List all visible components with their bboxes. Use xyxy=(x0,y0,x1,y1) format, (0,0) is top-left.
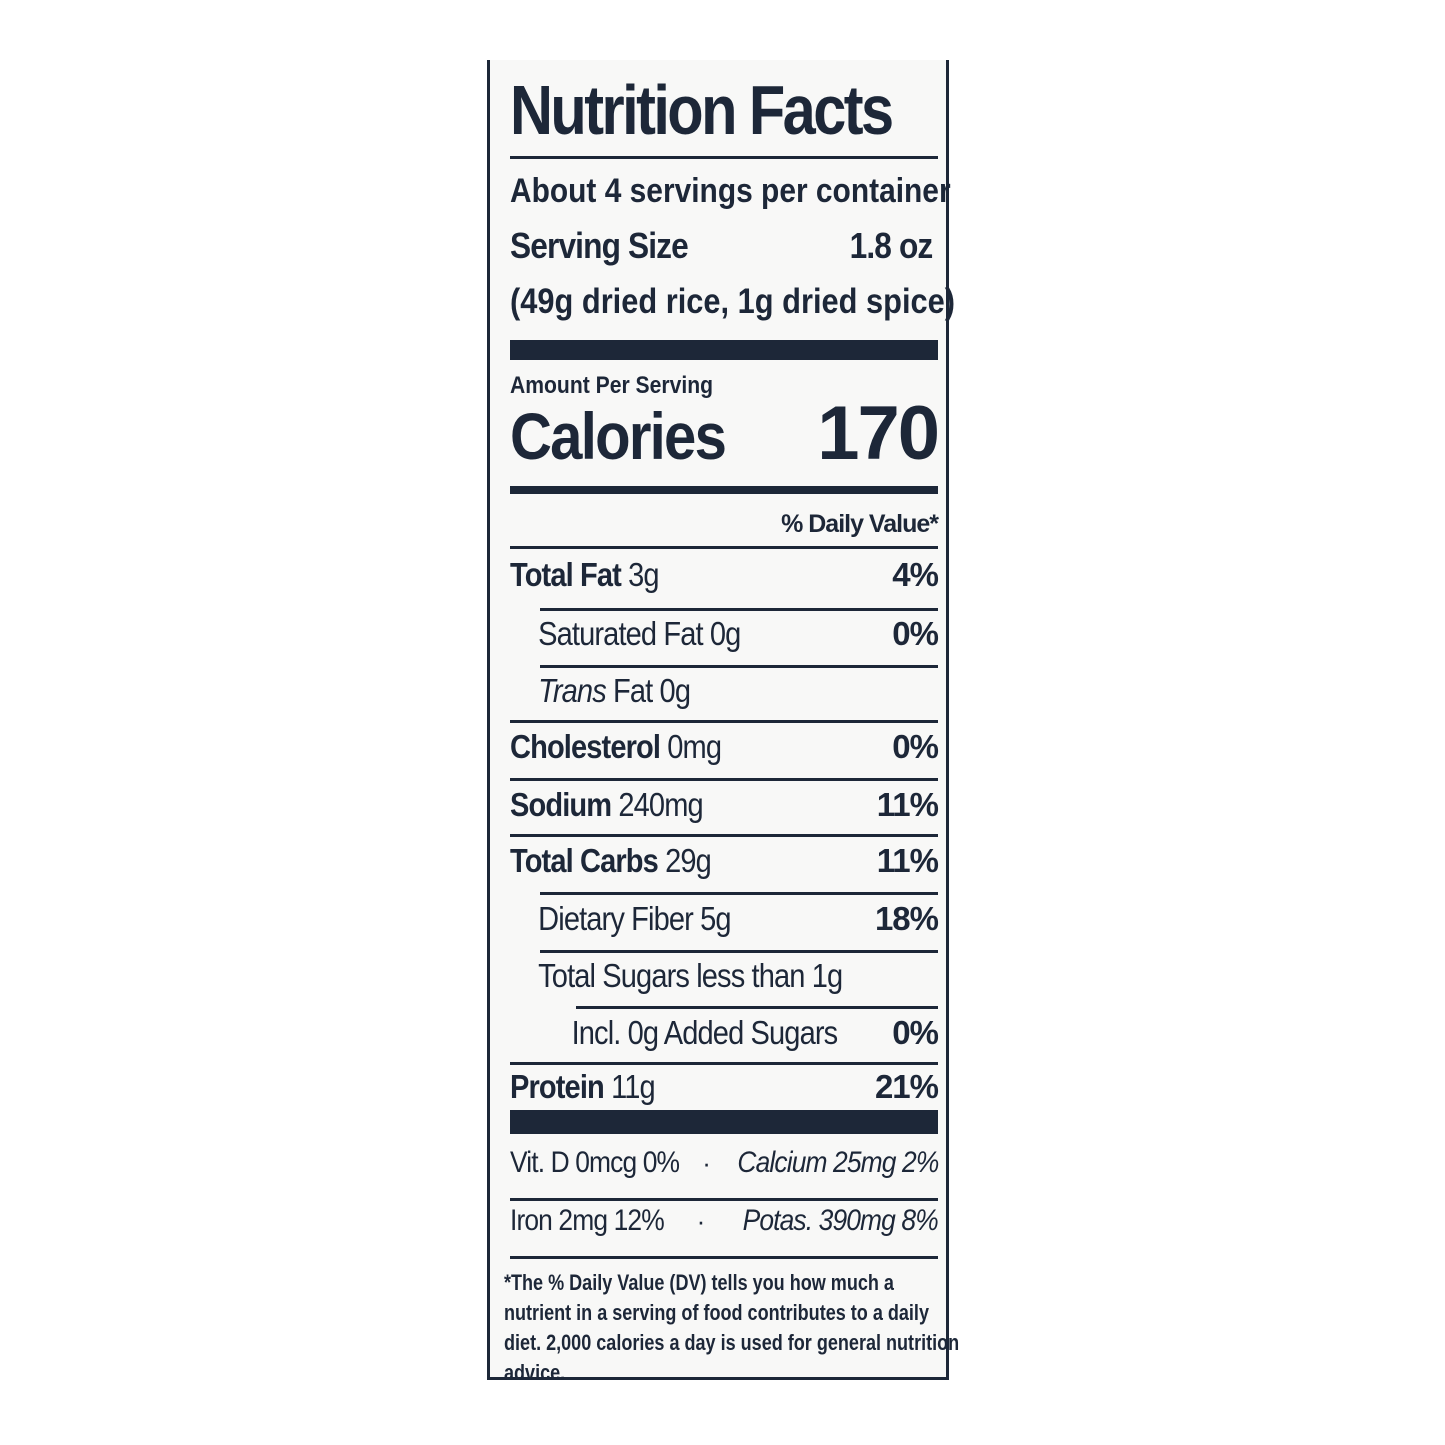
serving-size-row: Serving Size 1.8 oz xyxy=(510,225,938,267)
calories-label: Calories xyxy=(510,399,727,473)
nutrient-dv: 4% xyxy=(892,556,939,593)
calories-row: Calories 170 xyxy=(510,390,940,477)
separator-dot: · xyxy=(696,1206,706,1236)
label-title: Nutrition Facts xyxy=(510,71,894,149)
nutrition-facts-label: Nutrition Facts About 4 servings per con… xyxy=(487,60,959,1385)
nutrient-name: Incl. 0g Added Sugars xyxy=(571,1014,839,1051)
micronutrient-left: Iron 2mg 12% xyxy=(510,1204,665,1237)
divider xyxy=(510,1062,938,1065)
nutrient-name: Total Fat xyxy=(510,556,622,593)
micronutrient-left: Vit. D 0mcg 0% xyxy=(510,1146,680,1179)
nutrient-amount: 0g xyxy=(709,615,741,652)
nutrient-amount: 0g xyxy=(659,672,691,709)
divider xyxy=(576,1006,938,1009)
serving-size-detail: (49g dried rice, 1g dried spice) xyxy=(510,282,956,321)
nutrient-row-added-sugars: Incl. 0g Added Sugars 0% xyxy=(510,1014,939,1052)
separator-dot: · xyxy=(702,1148,711,1178)
nutrient-dv: 0% xyxy=(892,615,939,652)
nutrient-dv: 21% xyxy=(874,1068,939,1105)
nutrient-row-total-sugars: Total Sugars less than 1g xyxy=(510,957,938,995)
nutrient-amount: 1g xyxy=(811,957,843,994)
nutrient-name: Fat xyxy=(613,672,653,709)
nutrient-dv: 0% xyxy=(892,1014,939,1051)
nutrient-row-total-fat: Total Fat 3g 4% xyxy=(510,556,939,594)
nutrient-dv: 11% xyxy=(876,786,939,823)
nutrient-name: Total Carbs xyxy=(510,842,659,879)
calories-value: 170 xyxy=(817,391,940,476)
divider xyxy=(510,546,938,549)
nutrient-amount: 29g xyxy=(665,842,712,879)
footnote: *The % Daily Value (DV) tells you how mu… xyxy=(504,1270,960,1385)
thick-divider xyxy=(510,1110,938,1134)
nutrient-name: Cholesterol xyxy=(510,728,661,765)
nutrient-name: Dietary Fiber xyxy=(538,900,694,937)
divider xyxy=(510,720,938,723)
serving-size-value: 1.8 oz xyxy=(849,225,934,266)
divider xyxy=(540,665,938,668)
nutrient-dv: 18% xyxy=(874,900,939,937)
nutrient-row-trans-fat: Trans Fat 0g xyxy=(510,672,938,710)
divider xyxy=(510,834,938,837)
divider xyxy=(510,1198,938,1201)
nutrient-amount: 3g xyxy=(628,556,659,593)
divider xyxy=(540,608,938,611)
micronutrient-right: Calcium 25mg 2% xyxy=(737,1146,939,1179)
nutrient-name: Protein xyxy=(510,1068,605,1105)
nutrient-name: Saturated Fat xyxy=(538,615,703,652)
divider xyxy=(510,486,938,494)
nutrient-row-saturated-fat: Saturated Fat 0g 0% xyxy=(510,615,939,653)
servings-per-container: About 4 servings per container xyxy=(510,172,951,210)
thick-divider xyxy=(510,340,938,360)
divider xyxy=(540,892,938,895)
divider xyxy=(510,778,938,781)
micronutrient-right: Potas. 390mg 8% xyxy=(742,1204,939,1237)
nutrient-row-dietary-fiber: Dietary Fiber 5g 18% xyxy=(510,900,939,938)
micronutrient-row: Iron 2mg 12% · Potas. 390mg 8% xyxy=(510,1204,939,1238)
nutrient-row-protein: Protein 11g 21% xyxy=(510,1068,939,1106)
daily-value-header: % Daily Value* xyxy=(510,510,939,539)
micronutrient-row: Vit. D 0mcg 0% · Calcium 25mg 2% xyxy=(510,1146,939,1180)
nutrient-row-cholesterol: Cholesterol 0mg 0% xyxy=(510,728,939,766)
nutrient-row-sodium: Sodium 240mg 11% xyxy=(510,786,939,824)
daily-value-header-text: % Daily Value* xyxy=(781,510,939,538)
nutrient-amount: 240mg xyxy=(618,786,703,823)
nutrient-amount: 5g xyxy=(700,900,731,937)
divider xyxy=(510,1256,938,1259)
nutrient-amount: 0mg xyxy=(667,728,722,765)
nutrient-dv: 0% xyxy=(892,728,939,765)
nutrient-name: Total Sugars less than xyxy=(538,957,805,994)
nutrient-amount: 11g xyxy=(611,1068,656,1105)
nutrient-row-total-carbs: Total Carbs 29g 11% xyxy=(510,842,939,880)
nutrient-dv: 11% xyxy=(876,842,939,879)
nutrient-name: Sodium xyxy=(510,786,612,823)
divider xyxy=(510,156,938,159)
amount-per-serving: Amount Per Serving xyxy=(510,372,714,399)
nutrient-name-italic: Trans xyxy=(538,672,607,709)
divider xyxy=(540,950,938,953)
serving-size-label: Serving Size xyxy=(510,225,689,266)
